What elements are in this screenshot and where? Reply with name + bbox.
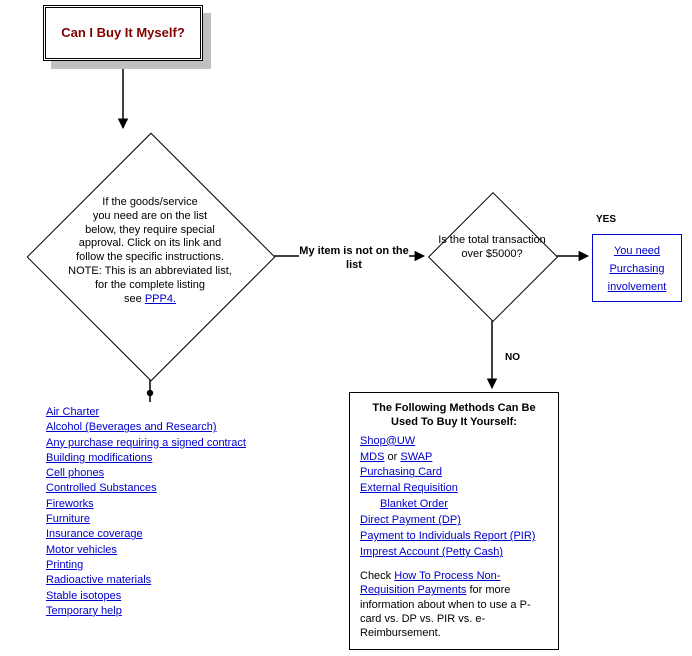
method-link[interactable]: Direct Payment (DP) — [360, 514, 461, 526]
decision1-line4: follow the specific instructions. — [76, 251, 224, 263]
purchasing-involvement-link[interactable]: You need Purchasing involvement — [608, 245, 667, 293]
special-item-link[interactable]: Furniture — [46, 512, 316, 526]
decision1-line2: below, they require special — [85, 224, 215, 236]
methods-footer: Check How To Process Non-Requisition Pay… — [360, 569, 548, 640]
decision1-line7: see — [124, 293, 142, 305]
method-link[interactable]: Purchasing Card — [360, 466, 442, 478]
method-link[interactable]: External Requisition — [360, 482, 458, 494]
special-item-link[interactable]: Building modifications — [46, 451, 316, 465]
flowchart-stage: Can I Buy It Myself? If the goods/servic… — [0, 0, 692, 656]
methods-box: The Following Methods Can Be Used To Buy… — [349, 392, 559, 650]
special-item-link[interactable]: Temporary help — [46, 604, 316, 618]
special-items-list: Air CharterAlcohol (Beverages and Resear… — [46, 404, 316, 619]
ppp4-link[interactable]: PPP4. — [145, 293, 176, 305]
special-item-link[interactable]: Cell phones — [46, 466, 316, 480]
edge-not-on-list-label: My item is not on the list — [299, 244, 409, 273]
decision1-line0: If the goods/service — [102, 196, 197, 208]
method-link[interactable]: SWAP — [400, 451, 432, 463]
outcome-purchasing-involvement: You need Purchasing involvement — [592, 234, 682, 302]
methods-heading: The Following Methods Can Be Used To Buy… — [360, 401, 548, 430]
method-link[interactable]: MDS — [360, 451, 384, 463]
no-label: NO — [505, 352, 520, 363]
special-item-link[interactable]: Printing — [46, 558, 316, 572]
decision1-line1: you need are on the list — [93, 210, 207, 222]
decision1-line3: approval. Click on its link and — [79, 237, 221, 249]
method-link[interactable]: Blanket Order — [380, 498, 448, 510]
method-link[interactable]: Payment to Individuals Report (PIR) — [360, 530, 535, 542]
special-item-link[interactable]: Insurance coverage — [46, 527, 316, 541]
special-item-link[interactable]: Air Charter — [46, 405, 316, 419]
special-item-link[interactable]: Fireworks — [46, 497, 316, 511]
decision1-line5: NOTE: This is an abbreviated list, — [68, 265, 232, 277]
special-item-link[interactable]: Alcohol (Beverages and Research) — [46, 420, 316, 434]
title-box: Can I Buy It Myself? — [43, 5, 203, 61]
method-link[interactable]: Imprest Account (Petty Cash) — [360, 546, 503, 558]
decision-over-5000: Is the total transaction over $5000? — [428, 192, 556, 320]
special-item-link[interactable]: Motor vehicles — [46, 543, 316, 557]
decision-special-approval: If the goods/service you need are on the… — [26, 132, 274, 380]
special-item-link[interactable]: Radioactive materials — [46, 573, 316, 587]
special-item-link[interactable]: Controlled Substances — [46, 481, 316, 495]
decision1-line6: for the complete listing — [95, 279, 205, 291]
special-item-link[interactable]: Stable isotopes — [46, 589, 316, 603]
special-item-link[interactable]: Any purchase requiring a signed contract — [46, 436, 316, 450]
yes-label: YES — [596, 214, 616, 225]
method-link[interactable]: Shop@UW — [360, 435, 415, 447]
title-text: Can I Buy It Myself? — [61, 25, 185, 42]
